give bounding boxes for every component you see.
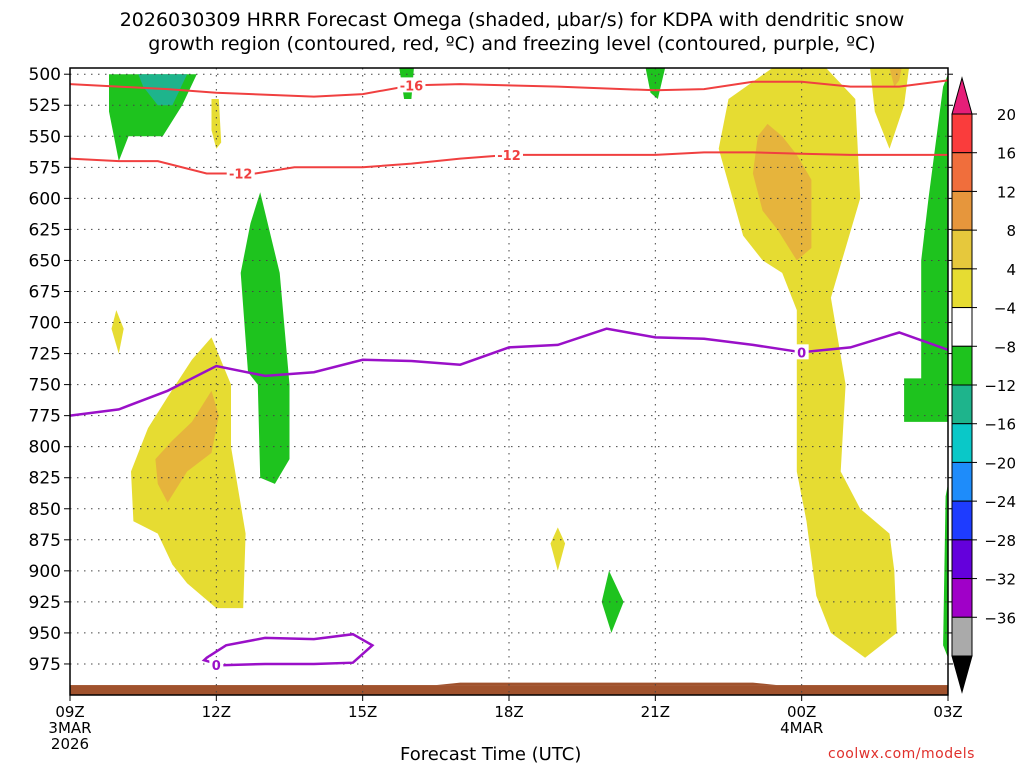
colorbar-label-8: −16 — [984, 416, 1016, 434]
title-line-2: growth region (contoured, red, ºC) and f… — [148, 33, 876, 55]
y-tick-label-775: 775 — [29, 407, 61, 427]
contour-label-purple-0: 0 — [797, 346, 806, 361]
colorbar-label-11: −28 — [984, 532, 1016, 550]
x-tick-label-21Z: 21Z — [641, 703, 670, 721]
snow-growth-contour-0 — [70, 79, 948, 98]
colorbar-box-0 — [951, 113, 973, 154]
y-tick-label-700: 700 — [29, 314, 61, 334]
colorbar-box-6 — [951, 345, 973, 386]
x-tick-sublabel-09Z: 3MAR — [48, 719, 91, 737]
colorbar-top-arrow — [951, 76, 973, 115]
contour-label-red-1: -12 — [229, 168, 253, 183]
y-tick-label-875: 875 — [29, 531, 61, 551]
contour-label-red-2: -12 — [497, 149, 521, 164]
colorbar-label-5: −4 — [994, 300, 1016, 318]
freezing-level-contour-1 — [201, 632, 375, 667]
y-tick-label-950: 950 — [29, 624, 61, 644]
x-tick-label-18Z: 18Z — [494, 703, 523, 721]
x-tick-sublabel-00Z: 4MAR — [780, 719, 823, 737]
colorbar-box-4 — [951, 268, 973, 309]
colorbar-label-1: 16 — [997, 145, 1016, 163]
contour-label-bg — [226, 165, 255, 181]
omega-region-8 — [889, 68, 902, 87]
ground-strip — [70, 685, 948, 695]
y-tick-label-750: 750 — [29, 376, 61, 396]
y-tick-label-800: 800 — [29, 438, 61, 458]
colorbar-label-13: −36 — [984, 609, 1016, 627]
colorbar-box-7 — [951, 384, 973, 425]
y-tick-label-600: 600 — [29, 189, 61, 209]
contour-label-purple-1: 0 — [212, 659, 221, 674]
omega-region-13 — [131, 337, 246, 609]
ground-bump — [435, 682, 778, 686]
x-tick-label-03Z: 03Z — [933, 703, 962, 721]
colorbar-box-1 — [951, 152, 973, 192]
colorbar-label-4: 4 — [1006, 261, 1016, 279]
omega-shading-layer — [70, 68, 948, 695]
colorbar-box-12 — [951, 578, 973, 618]
colorbar-label-0: 20 — [997, 106, 1016, 124]
contour-label-red-0: -16 — [400, 79, 424, 94]
y-tick-label-850: 850 — [29, 500, 61, 520]
y-tick-label-575: 575 — [29, 158, 61, 178]
colorbar-box-3 — [951, 229, 973, 270]
colorbar-label-9: −20 — [984, 454, 1016, 472]
omega-region-11 — [240, 192, 290, 484]
colorbar-label-7: −12 — [984, 377, 1016, 395]
colorbar-box-2 — [951, 190, 973, 231]
y-tick-label-500: 500 — [29, 65, 61, 85]
omega-region-16 — [601, 570, 624, 633]
contour-layer: -16 -12 -12 0 0 — [70, 77, 948, 674]
omega-region-15 — [550, 527, 566, 571]
axis-layer: 500 525 550 575 600 625 650 675 700 725 750 775 800 8… — [29, 65, 963, 753]
y-tick-label-725: 725 — [29, 345, 61, 365]
contour-label-bg — [794, 344, 809, 360]
y-tick-label-975: 975 — [29, 655, 61, 675]
colorbar-box-10 — [951, 500, 973, 541]
colorbar-label-2: 12 — [997, 183, 1016, 201]
x-tick-label-00Z: 00Z — [787, 703, 816, 721]
y-tick-label-675: 675 — [29, 282, 61, 302]
x-tick-sublabel2-09Z: 2026 — [51, 735, 89, 753]
y-tick-label-650: 650 — [29, 251, 61, 271]
colorbar-bottom-arrow — [951, 655, 973, 694]
omega-region-9 — [904, 74, 948, 422]
y-tick-label-625: 625 — [29, 220, 61, 240]
contour-label-bg — [495, 146, 523, 162]
credit-link[interactable]: coolwx.com/models — [828, 746, 975, 762]
chart-title: 2026030309 HRRR Forecast Omega (shaded, … — [0, 8, 1024, 56]
colorbar-label-12: −32 — [984, 571, 1016, 589]
colorbar-box-5 — [951, 307, 973, 347]
colorbar-label-10: −24 — [984, 493, 1016, 511]
omega-region-2 — [211, 99, 222, 149]
contour-label-bg — [397, 77, 426, 93]
colorbar-box-9 — [951, 461, 973, 502]
colorbar-box-11 — [951, 539, 973, 580]
x-axis-label: Forecast Time (UTC) — [400, 744, 582, 765]
omega-region-6 — [752, 123, 812, 261]
y-tick-label-900: 900 — [29, 562, 61, 582]
omega-region-14 — [155, 390, 219, 503]
x-tick-label-12Z: 12Z — [202, 703, 231, 721]
omega-region-12 — [111, 310, 124, 354]
colorbar-label-3: 8 — [1006, 222, 1016, 240]
colorbar-box-13 — [951, 616, 973, 657]
x-tick-label-15Z: 15Z — [348, 703, 377, 721]
contour-label-bg — [209, 657, 224, 673]
colorbar: 20 16 12 8 4 −4 −8 −12 −16 −20 −24 −28 −32 −36 — [951, 76, 1016, 694]
colorbar-box-8 — [951, 423, 973, 463]
omega-region-7 — [870, 68, 909, 149]
y-tick-label-525: 525 — [29, 96, 61, 116]
x-tick-label-09Z: 09Z — [55, 703, 84, 721]
title-line-1: 2026030309 HRRR Forecast Omega (shaded, … — [119, 9, 905, 31]
y-tick-label-925: 925 — [29, 593, 61, 613]
colorbar-label-6: −8 — [994, 338, 1016, 356]
omega-region-5 — [718, 68, 897, 658]
y-tick-label-825: 825 — [29, 469, 61, 489]
y-tick-label-550: 550 — [29, 127, 61, 147]
